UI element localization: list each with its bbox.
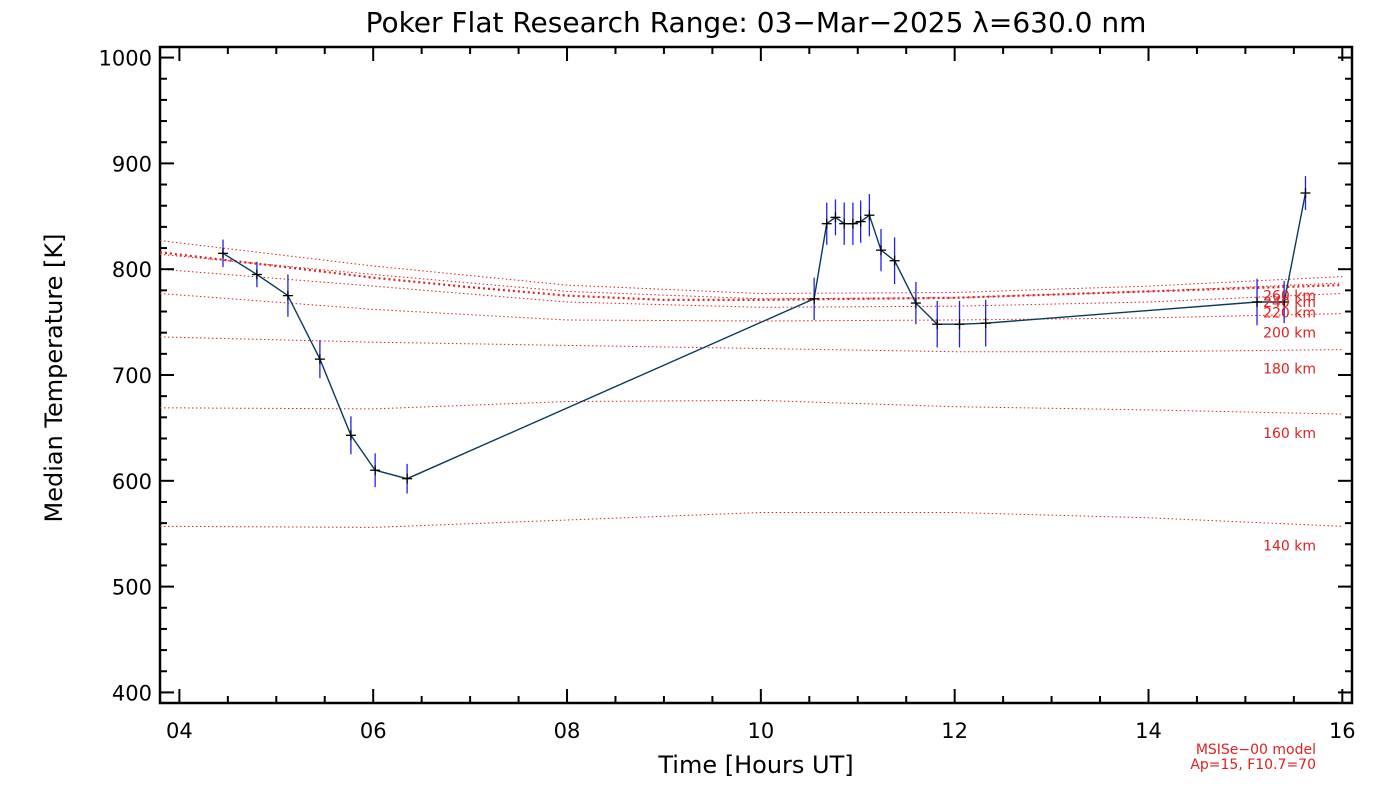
x-tick-label: 14 — [1135, 719, 1162, 743]
x-tick-label: 04 — [166, 719, 193, 743]
tick-labels: 04 06 08 10 12 14 16 400 500 600 700 800 900 1000 — [99, 47, 1356, 743]
model-line — [159, 293, 1343, 322]
model-line — [159, 268, 1343, 308]
model-line-label: 140 km — [1263, 538, 1316, 554]
axis-ticks — [160, 47, 1352, 703]
model-line-label: 220 km — [1263, 306, 1316, 322]
y-tick-label: 1000 — [99, 47, 152, 71]
x-tick-label: 16 — [1329, 719, 1356, 743]
y-axis-label: Median Temperature [K] — [40, 233, 68, 522]
y-tick-label: 700 — [112, 364, 152, 388]
x-tick-label: 06 — [360, 719, 387, 743]
model-line — [159, 240, 1343, 295]
model-lines — [159, 240, 1343, 528]
model-line-label: 180 km — [1263, 362, 1316, 378]
y-tick-label: 600 — [112, 470, 152, 494]
x-axis-label: Time [Hours UT] — [657, 751, 853, 779]
model-line-label: 240 km — [1263, 295, 1316, 311]
x-tick-label: 12 — [941, 719, 968, 743]
y-tick-label: 900 — [112, 152, 152, 176]
model-line — [159, 512, 1343, 528]
model-line — [159, 336, 1343, 353]
model-line-peak — [159, 251, 1343, 301]
model-line-label: 160 km — [1263, 426, 1316, 442]
model-line — [159, 399, 1343, 415]
series-line — [222, 192, 1307, 480]
model-note-line1: MSISe−00 model — [1196, 742, 1316, 758]
plot-frame — [158, 45, 1354, 705]
data-series — [217, 176, 1311, 494]
y-tick-label: 800 — [112, 258, 152, 282]
x-tick-label: 10 — [747, 719, 774, 743]
plot-border — [158, 45, 1354, 705]
model-line — [159, 253, 1343, 300]
model-line-label: 260 km — [1263, 289, 1316, 305]
model-line-label: 200 km — [1263, 326, 1316, 342]
y-tick-label: 500 — [112, 576, 152, 600]
model-note-line2: Ap=15, F10.7=70 — [1190, 757, 1316, 773]
x-tick-label: 08 — [554, 719, 581, 743]
y-tick-label: 400 — [112, 681, 152, 705]
chart-title: Poker Flat Research Range: 03−Mar−2025 λ… — [366, 6, 1147, 39]
